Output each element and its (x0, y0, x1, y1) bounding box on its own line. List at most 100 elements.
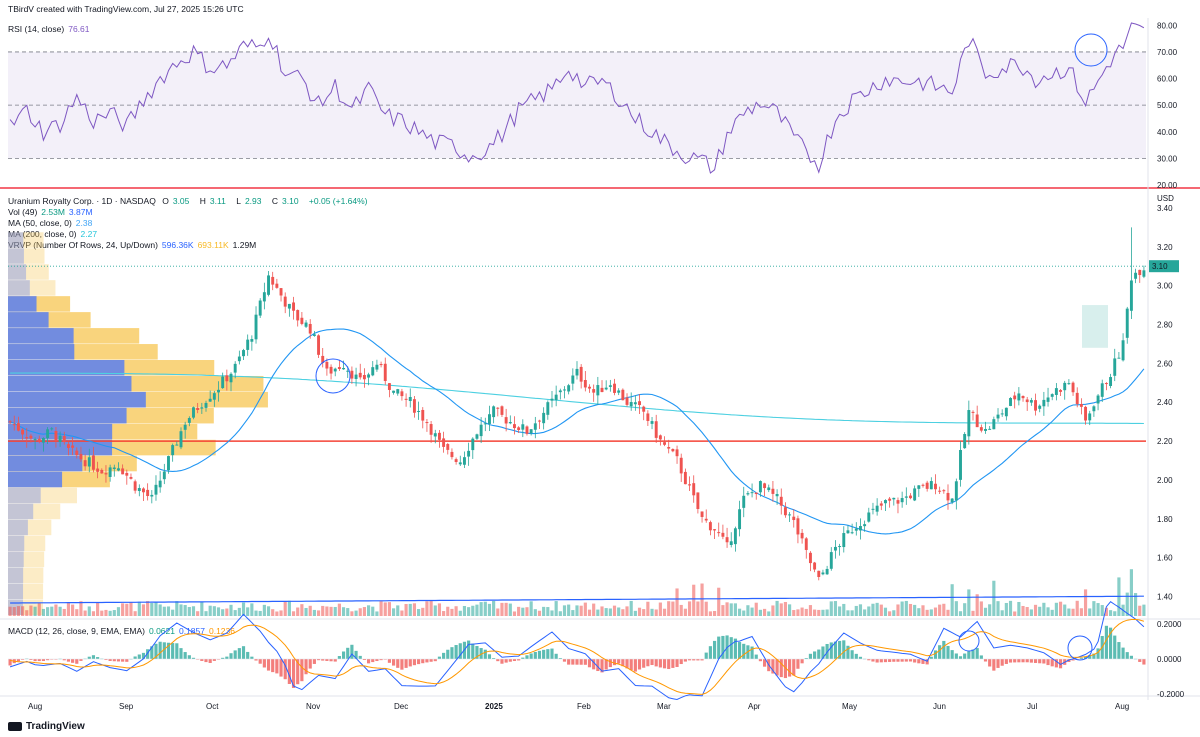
macd-histogram-bar (141, 652, 146, 659)
volume-profile-up-bar (8, 312, 49, 328)
candle-body (179, 431, 183, 448)
candle-body (196, 407, 200, 410)
candle-body (542, 412, 546, 424)
candle-body (471, 438, 475, 451)
candle-body (833, 546, 837, 551)
candle-body (62, 436, 66, 443)
macd-legend[interactable]: MACD (12, 26, close, 9, EMA, EMA) 0.0621 0… (8, 626, 239, 636)
volume-bar (408, 603, 412, 616)
candle-body (212, 393, 216, 400)
volume-bar (917, 608, 921, 616)
candle-body (33, 439, 37, 441)
macd-histogram-bar (775, 659, 779, 676)
candle-body (800, 532, 804, 539)
volume-bar (667, 601, 671, 616)
macd-histogram-bar (112, 659, 116, 662)
macd-histogram-bar (550, 648, 554, 659)
candle-body (50, 428, 54, 430)
volume-bar (650, 608, 654, 616)
rsi-legend[interactable]: RSI (14, close) 76.61 (8, 24, 94, 34)
macd-histogram-bar (933, 650, 938, 659)
volume-bar (279, 610, 283, 616)
macd-histogram-bar (1029, 659, 1033, 663)
volume-bar (471, 605, 475, 616)
macd-histogram-bar (191, 657, 196, 659)
candle-body (275, 283, 279, 288)
volume-bar (604, 608, 608, 616)
candle-body (821, 572, 825, 575)
volume-bar (979, 601, 983, 616)
volume-profile-up-bar (8, 391, 146, 408)
volume-bar (458, 610, 462, 616)
candle-body (867, 512, 871, 522)
macd-histogram-bar (879, 659, 883, 663)
candle-body (296, 310, 300, 321)
macd-histogram-bar (729, 637, 733, 659)
price-tick-label: 2.40 (1157, 398, 1173, 407)
candle-body (1004, 407, 1008, 417)
volume-bar (1017, 601, 1021, 616)
candle-body (746, 493, 750, 495)
macd-value-2: 0.1857 (178, 626, 205, 636)
candle-body (208, 398, 212, 402)
macd-histogram-bar (500, 659, 504, 664)
candle-body (804, 538, 808, 550)
volume-bar (212, 606, 216, 616)
candle-body (888, 498, 892, 501)
macd-histogram-bar (1042, 659, 1046, 664)
candle-body (863, 524, 867, 527)
candle-body (1104, 383, 1108, 385)
x-axis-label: Feb (577, 702, 591, 711)
ohlc-low: L 2.93 (236, 196, 262, 206)
volume-bar (679, 604, 683, 616)
volume-bar (100, 610, 104, 616)
macd-histogram-bar (154, 643, 158, 659)
candle-body (433, 433, 437, 437)
volume-bar (775, 600, 779, 616)
candle-body (262, 292, 266, 302)
candle-body (183, 424, 187, 430)
candle-body (1067, 383, 1071, 385)
volume-profile-up-bar (8, 407, 127, 424)
macd-histogram-bar (429, 659, 433, 662)
macd-histogram-bar (696, 659, 700, 661)
volume-bar (742, 610, 746, 616)
volume-profile-up-bar (8, 455, 83, 472)
candle-body (104, 473, 108, 475)
ma200-legend[interactable]: MA (200, close, 0) 2.27 (8, 229, 101, 239)
candle-body (25, 437, 29, 439)
macd-histogram-bar (16, 659, 21, 662)
macd-histogram-bar (517, 659, 521, 661)
candle-body (21, 429, 25, 435)
candle-body (225, 375, 229, 382)
macd-histogram-bar (258, 659, 262, 664)
volume-bar (421, 607, 425, 616)
volume-bar (621, 609, 625, 616)
volume-bar (1133, 593, 1138, 616)
candle-body (525, 426, 529, 434)
candle-body (87, 457, 91, 467)
macd-histogram-bar (221, 657, 225, 659)
vol-legend[interactable]: Vol (49) 2.53M 3.87M (8, 207, 97, 217)
candle-body (938, 490, 942, 492)
volume-bar (1050, 609, 1054, 616)
tradingview-logo[interactable]: TradingView (8, 721, 85, 732)
candle-body (621, 389, 625, 401)
vol-value-2: 3.87M (68, 207, 93, 217)
macd-histogram-bar (487, 654, 492, 659)
candle-body (917, 485, 921, 489)
volume-bar (450, 608, 454, 616)
ma50-legend[interactable]: MA (50, close, 0) 2.38 (8, 218, 96, 228)
vrvp-legend[interactable]: VRVP (Number Of Rows, 24, Up/Down) 596.36… (8, 240, 260, 250)
volume-bar (558, 611, 562, 616)
candle-body (200, 407, 204, 409)
macd-histogram-bar (379, 659, 383, 661)
macd-histogram-bar (971, 649, 975, 659)
ma50-line (9, 328, 1145, 535)
volume-bar (104, 609, 108, 616)
candles (8, 227, 1146, 581)
symbol-legend[interactable]: Uranium Royalty Corp. · 1D · NASDAQ O 3.0… (8, 196, 372, 206)
macd-histogram-bar (150, 646, 154, 659)
symbol-title: Uranium Royalty Corp. · 1D · NASDAQ (8, 196, 156, 206)
